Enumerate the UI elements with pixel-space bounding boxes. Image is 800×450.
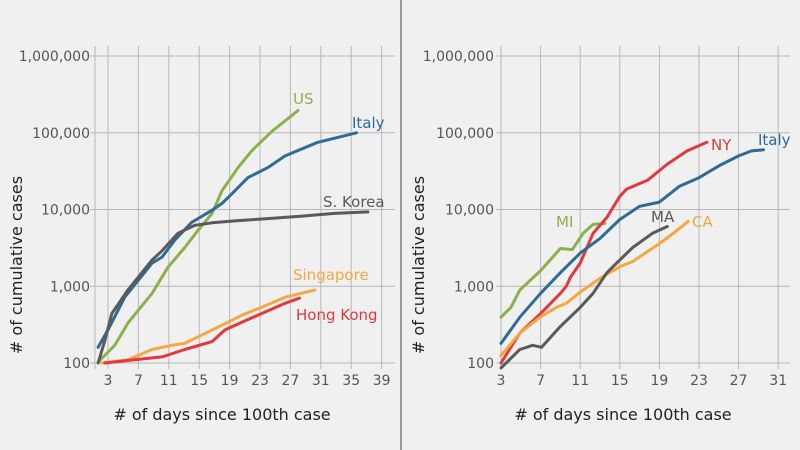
x-tick-label: 39 <box>373 373 391 389</box>
x-axis-title: # of days since 100th case <box>514 405 731 424</box>
x-tick-label: 35 <box>342 373 360 389</box>
x-tick-label: 3 <box>497 373 506 389</box>
series-label-mi: MI <box>556 213 573 231</box>
series-label-italy: Italy <box>352 114 385 132</box>
series-label-hong-kong: Hong Kong <box>296 306 378 324</box>
y-tick-label: 1,000,000 <box>423 49 494 65</box>
series-line-mi <box>499 221 607 319</box>
y-tick-label: 100 <box>63 356 90 372</box>
y-tick-label: 100,000 <box>436 126 494 142</box>
x-tick-label: 27 <box>730 373 748 389</box>
x-tick-label: 11 <box>160 373 178 389</box>
x-tick-label: 27 <box>281 373 299 389</box>
series-label-italy: Italy <box>758 131 791 149</box>
x-tick-label: 23 <box>251 373 269 389</box>
series-label-us: US <box>293 90 314 108</box>
chart-panel-states: 3 7 11 15 19 23 27 31 100 1,000 10,000 100,000 1,000… <box>409 46 791 424</box>
series-line-ca <box>499 219 690 358</box>
x-tick-label: 23 <box>690 373 708 389</box>
x-axis-title: # of days since 100th case <box>113 405 330 424</box>
series-line-ma <box>499 225 669 370</box>
y-tick-label: 10,000 <box>41 203 90 219</box>
y-axis-title: # of cumulative cases <box>409 176 428 354</box>
chart-panel-countries: 3 7 11 15 19 23 27 31 35 39 100 1,000 10,000 100,000 1… <box>7 46 395 424</box>
series-label-singapore: Singapore <box>293 266 369 284</box>
series-label-ca: CA <box>692 213 713 231</box>
series-line-s-korea <box>96 210 370 365</box>
series-line-italy <box>499 148 765 345</box>
x-tick-label: 31 <box>312 373 330 389</box>
x-tick-label: 7 <box>134 373 143 389</box>
series-line-us <box>96 109 300 364</box>
series-line-italy <box>96 131 358 349</box>
y-tick-label: 100,000 <box>32 126 90 142</box>
x-tick-label: 15 <box>190 373 208 389</box>
y-tick-label: 1,000 <box>454 279 494 295</box>
series-line-singapore <box>100 288 317 365</box>
x-tick-label: 7 <box>536 373 545 389</box>
y-tick-label: 1,000 <box>50 279 90 295</box>
y-tick-label: 1,000,000 <box>19 49 90 65</box>
y-tick-label: 10,000 <box>445 203 494 219</box>
series-line-ny <box>499 140 709 365</box>
y-axis-title: # of cumulative cases <box>7 176 26 354</box>
x-tick-label: 11 <box>571 373 589 389</box>
series-line-hong-kong <box>103 296 301 365</box>
series-label-s-korea: S. Korea <box>323 193 385 211</box>
series-label-ny: NY <box>711 136 732 154</box>
x-tick-label: 19 <box>650 373 668 389</box>
series-label-ma: MA <box>651 208 675 226</box>
x-tick-label: 3 <box>104 373 113 389</box>
y-tick-label: 100 <box>467 356 494 372</box>
x-tick-label: 31 <box>769 373 787 389</box>
x-tick-label: 19 <box>221 373 239 389</box>
x-tick-label: 15 <box>611 373 629 389</box>
